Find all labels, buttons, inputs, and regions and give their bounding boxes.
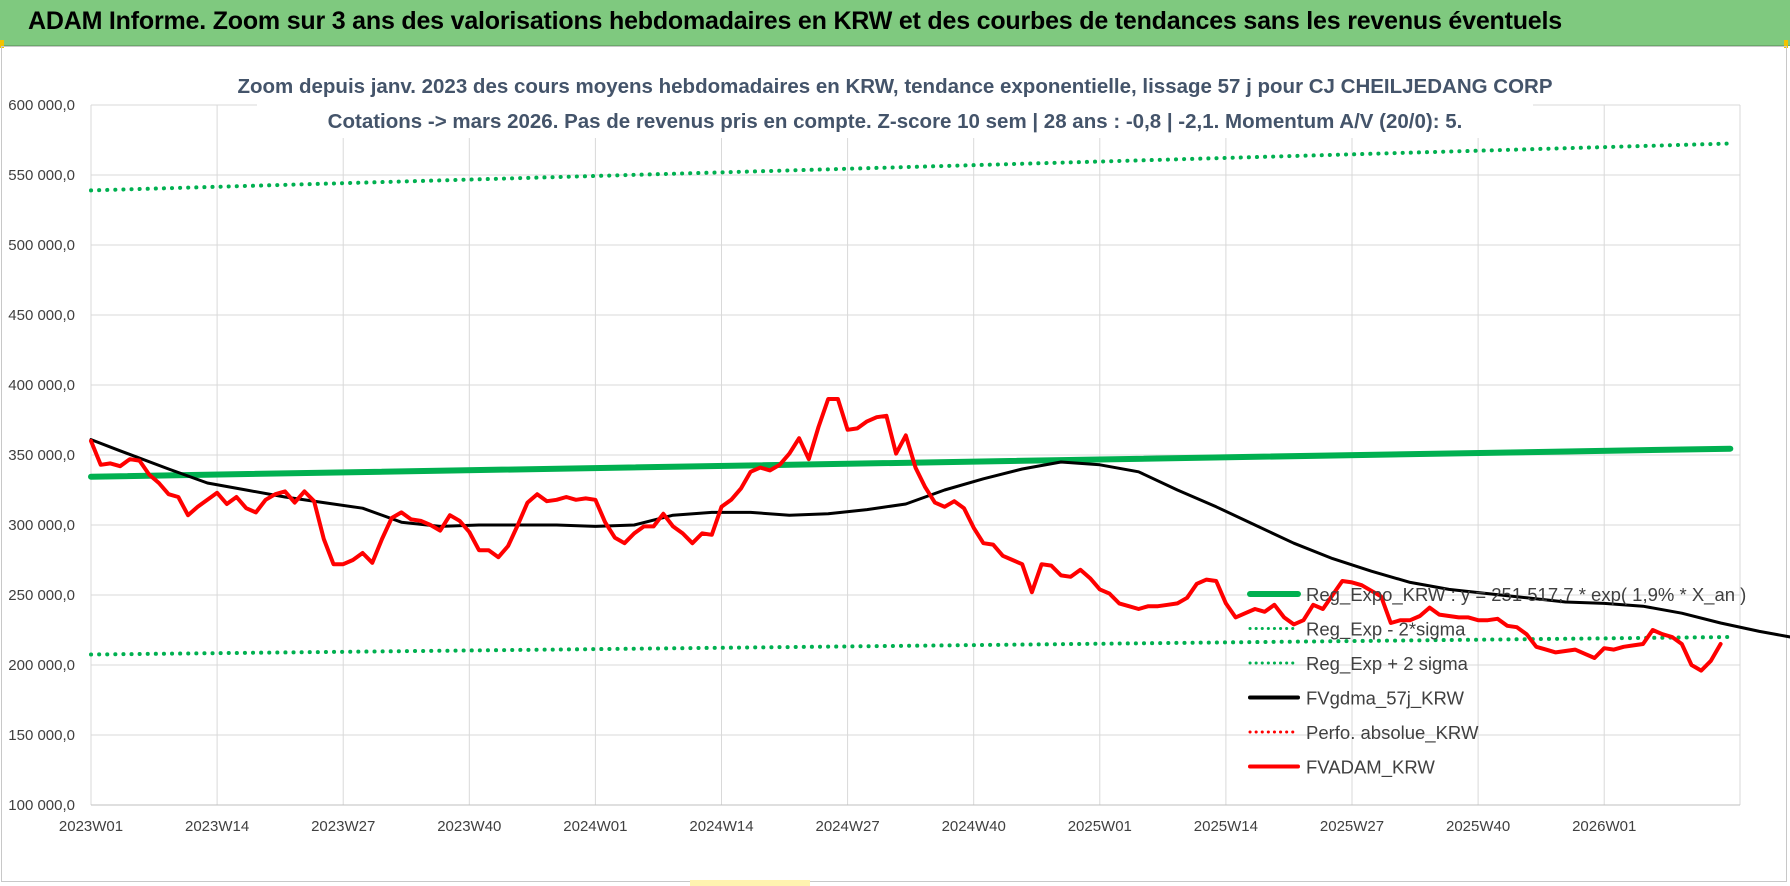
report-title: ADAM Informe. Zoom sur 3 ans des valoris… xyxy=(28,7,1562,35)
chart-title-line2: Cotations -> mars 2026. Pas de revenus p… xyxy=(328,110,1463,133)
x-tick-label: 2024W40 xyxy=(942,818,1006,835)
chart-title-line1: Zoom depuis janv. 2023 des cours moyens … xyxy=(237,75,1552,98)
y-tick-label: 600 000,0 xyxy=(8,97,75,114)
y-axis-ticks: 100 000,0 150 000,0 200 000,0 250 000,0 300 … xyxy=(8,97,75,814)
x-tick-label: 2025W27 xyxy=(1320,818,1384,835)
legend-label: Perfo. absolue_KRW xyxy=(1306,722,1479,744)
legend-label: Reg_Exp + 2 sigma xyxy=(1306,653,1469,675)
y-tick-label: 300 000,0 xyxy=(8,517,75,534)
y-tick-label: 200 000,0 xyxy=(8,657,75,674)
series-line-1 xyxy=(88,445,1734,480)
legend-label: Reg_Expo_KRW : y = 251 517,7 * exp( 1,9%… xyxy=(1306,584,1746,606)
x-tick-label: 2024W27 xyxy=(815,818,879,835)
x-axis-ticks: 2023W01 2023W14 2023W27 2023W40 2024W01 2024W… xyxy=(59,818,1636,835)
x-tick-label: 2025W40 xyxy=(1446,818,1510,835)
x-tick-label: 2024W01 xyxy=(563,818,627,835)
series-line-2 xyxy=(89,635,1733,657)
legend-label: FVgdma_57j_KRW xyxy=(1306,688,1465,710)
y-tick-label: 150 000,0 xyxy=(8,727,75,744)
subtitle-background xyxy=(257,66,1533,138)
x-tick-label: 2024W14 xyxy=(689,818,753,835)
x-tick-label: 2023W40 xyxy=(437,818,501,835)
x-tick-label: 2023W27 xyxy=(311,818,375,835)
legend: Reg_Expo_KRW : y = 251 517,7 * exp( 1,9%… xyxy=(1247,584,1746,779)
y-tick-label: 400 000,0 xyxy=(8,377,75,394)
y-tick-label: 350 000,0 xyxy=(8,447,75,464)
legend-label: Reg_Exp - 2*sigma xyxy=(1306,619,1466,641)
y-tick-label: 450 000,0 xyxy=(8,307,75,324)
x-tick-label: 2025W14 xyxy=(1194,818,1258,835)
corner-mark-right xyxy=(1784,40,1788,48)
y-tick-label: 550 000,0 xyxy=(8,167,75,184)
x-tick-label: 2026W01 xyxy=(1572,818,1636,835)
x-tick-label: 2023W01 xyxy=(59,818,123,835)
grid xyxy=(90,104,1741,806)
series-line-3 xyxy=(89,141,1733,193)
corner-mark-left xyxy=(0,40,4,48)
header-banner: ADAM Informe. Zoom sur 3 ans des valoris… xyxy=(0,0,1790,46)
y-tick-label: 100 000,0 xyxy=(8,797,75,814)
series-line-4 xyxy=(89,438,1790,639)
series-line-6 xyxy=(89,397,1723,673)
x-tick-label: 2025W01 xyxy=(1068,818,1132,835)
series-group xyxy=(88,141,1790,673)
legend-label: FVADAM_KRW xyxy=(1306,757,1435,779)
y-tick-label: 500 000,0 xyxy=(8,237,75,254)
x-tick-label: 2023W14 xyxy=(185,818,249,835)
chart-frame xyxy=(1,46,1787,882)
bottom-mark xyxy=(690,880,810,886)
y-tick-label: 250 000,0 xyxy=(8,587,75,604)
